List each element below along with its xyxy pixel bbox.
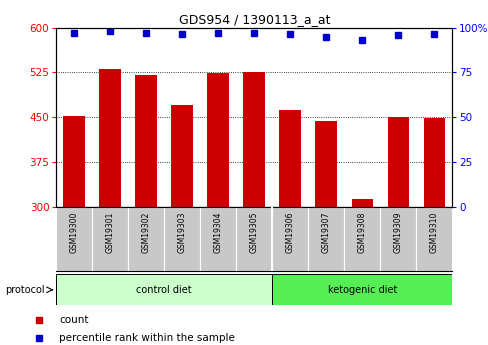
Text: GSM19308: GSM19308 — [357, 211, 366, 253]
Bar — [171, 105, 193, 207]
Bar — [307, 207, 344, 271]
Bar — [56, 207, 92, 271]
Bar — [415, 207, 451, 271]
Text: percentile rank within the sample: percentile rank within the sample — [59, 334, 235, 343]
Bar — [272, 207, 307, 271]
Bar — [207, 73, 228, 207]
Bar — [92, 207, 128, 271]
Text: count: count — [59, 315, 88, 325]
Title: GDS954 / 1390113_a_at: GDS954 / 1390113_a_at — [178, 13, 329, 27]
Bar — [164, 207, 200, 271]
Bar — [128, 207, 164, 271]
Text: GSM19302: GSM19302 — [142, 211, 150, 253]
Bar — [344, 207, 380, 271]
Bar — [423, 118, 444, 207]
Text: GSM19303: GSM19303 — [178, 211, 186, 253]
Bar — [236, 207, 272, 271]
Bar — [135, 76, 157, 207]
Bar — [200, 207, 236, 271]
Bar — [351, 199, 372, 207]
Text: GSM19304: GSM19304 — [213, 211, 223, 253]
Bar — [380, 207, 415, 271]
Bar — [56, 274, 272, 305]
Bar — [99, 69, 121, 207]
Bar — [279, 110, 301, 207]
Text: ketogenic diet: ketogenic diet — [327, 285, 396, 295]
Text: protocol: protocol — [5, 285, 44, 295]
Bar — [315, 121, 336, 207]
Text: GSM19307: GSM19307 — [321, 211, 330, 253]
Bar — [63, 116, 85, 207]
Text: GSM19300: GSM19300 — [70, 211, 79, 253]
Bar — [386, 117, 408, 207]
Text: control diet: control diet — [136, 285, 192, 295]
Text: GSM19309: GSM19309 — [393, 211, 402, 253]
Bar — [243, 72, 264, 207]
Text: GSM19310: GSM19310 — [429, 211, 438, 253]
Bar — [272, 274, 451, 305]
Text: GSM19305: GSM19305 — [249, 211, 258, 253]
Text: GSM19306: GSM19306 — [285, 211, 294, 253]
Text: GSM19301: GSM19301 — [105, 211, 115, 253]
